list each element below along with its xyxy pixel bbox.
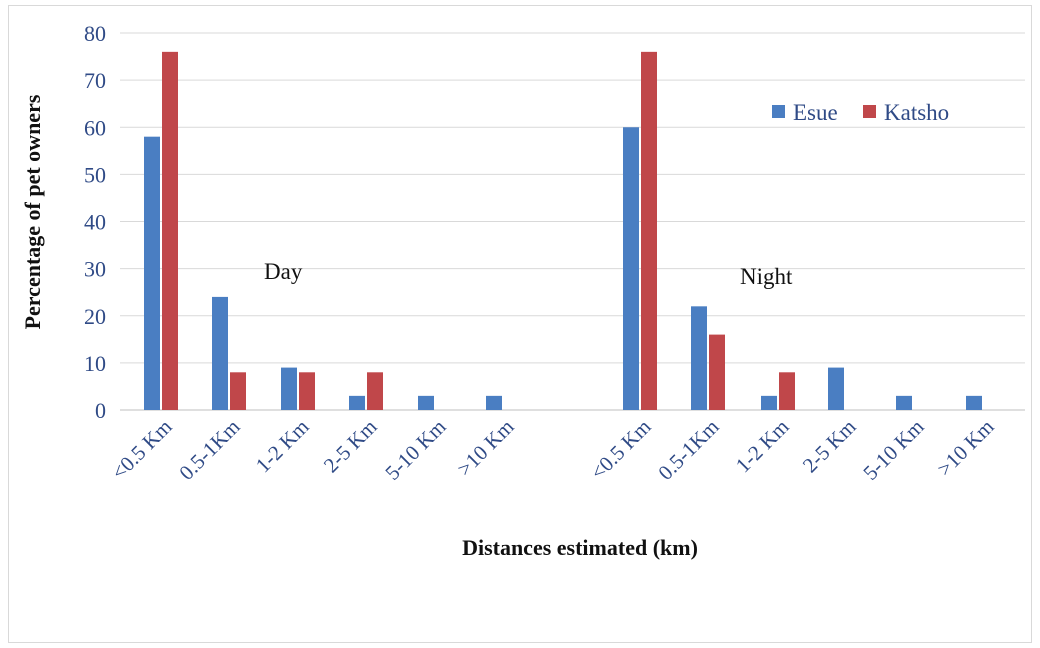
- y-tick-label: 80: [84, 21, 106, 46]
- bar-katsho-1-2-km: [299, 372, 315, 410]
- bar-katsho-lt0-5-km: [162, 51, 178, 410]
- x-tick-label: >10 Km: [932, 415, 998, 481]
- bar-katsho-2-5-km: [367, 372, 383, 410]
- legend-label-katsho: Katsho: [884, 100, 949, 125]
- x-tick-label: 5-10 Km: [858, 415, 928, 485]
- bar-esue-5-10-km: [896, 395, 912, 410]
- y-tick-label: 40: [84, 210, 106, 235]
- y-tick-labels: 0 10 20 30 40 50 60 70 80: [84, 21, 106, 423]
- category-group-5-10-km: [896, 395, 912, 410]
- bar-esue-lt0-5-km: [144, 136, 160, 411]
- category-group-gt10-km: [966, 395, 982, 410]
- x-tick-label: 0.5-1Km: [174, 415, 244, 485]
- bar-katsho-0-5-1km: [230, 372, 246, 410]
- x-tick-label: <0.5 Km: [586, 415, 656, 485]
- x-tick-label: 0.5-1Km: [653, 415, 723, 485]
- category-group-0-5-1km: [691, 306, 725, 410]
- y-tick-label: 50: [84, 162, 106, 187]
- legend: Esue Katsho: [772, 100, 949, 125]
- category-group-2-5-km: [349, 372, 383, 410]
- x-axis-title: Distances estimated (km): [462, 535, 698, 560]
- category-group-gt10-km: [486, 395, 502, 410]
- category-group-lt0-5-km: [623, 51, 657, 410]
- category-group-1-2-km: [281, 367, 315, 410]
- y-tick-label: 60: [84, 115, 106, 140]
- bar-esue-0-5-1km: [212, 296, 228, 410]
- bar-esue-1-2-km: [761, 395, 777, 410]
- legend-swatch-esue: [772, 105, 785, 118]
- y-tick-label: 30: [84, 257, 106, 282]
- annotation-night: Night: [740, 264, 793, 289]
- bar-katsho-lt0-5-km: [641, 51, 657, 410]
- bar-katsho-0-5-1km: [709, 334, 725, 410]
- category-group-0-5-1km: [212, 296, 246, 410]
- bar-esue-0-5-1km: [691, 306, 707, 410]
- legend-swatch-katsho: [863, 105, 876, 118]
- x-tick-label: <0.5 Km: [107, 415, 177, 485]
- chart-frame: [8, 5, 1032, 643]
- bar-esue-gt10-km: [486, 395, 502, 410]
- y-tick-label: 0: [95, 398, 106, 423]
- y-tick-label: 10: [84, 351, 106, 376]
- bar-esue-2-5-km: [828, 367, 844, 410]
- bar-esue-2-5-km: [349, 395, 365, 410]
- category-group-2-5-km: [828, 367, 844, 410]
- bar-katsho-1-2-km: [779, 372, 795, 410]
- x-tick-label: 1-2 Km: [251, 415, 314, 478]
- gridlines: [120, 32, 1025, 411]
- bar-esue-5-10-km: [418, 395, 434, 410]
- legend-label-esue: Esue: [793, 100, 838, 125]
- x-tick-label: 5-10 Km: [380, 415, 450, 485]
- y-tick-label: 20: [84, 304, 106, 329]
- category-group-lt0-5-km: [144, 51, 178, 411]
- category-group-5-10-km: [418, 395, 434, 410]
- bar-esue-gt10-km: [966, 395, 982, 410]
- y-axis-title: Percentage of pet owners: [20, 94, 45, 329]
- bars: [144, 51, 982, 411]
- x-tick-label: 1-2 Km: [731, 415, 794, 478]
- x-tick-label: 2-5 Km: [798, 415, 861, 478]
- x-tick-label: >10 Km: [452, 415, 518, 481]
- annotation-day: Day: [264, 259, 303, 284]
- bar-esue-1-2-km: [281, 367, 297, 410]
- y-tick-label: 70: [84, 68, 106, 93]
- bar-esue-lt0-5-km: [623, 127, 639, 410]
- x-tick-label: 2-5 Km: [319, 415, 382, 478]
- category-group-1-2-km: [761, 372, 795, 410]
- x-tick-labels: <0.5 Km0.5-1Km 1-2 Km 2-5 Km5-10 Km >10 Km <…: [107, 415, 999, 485]
